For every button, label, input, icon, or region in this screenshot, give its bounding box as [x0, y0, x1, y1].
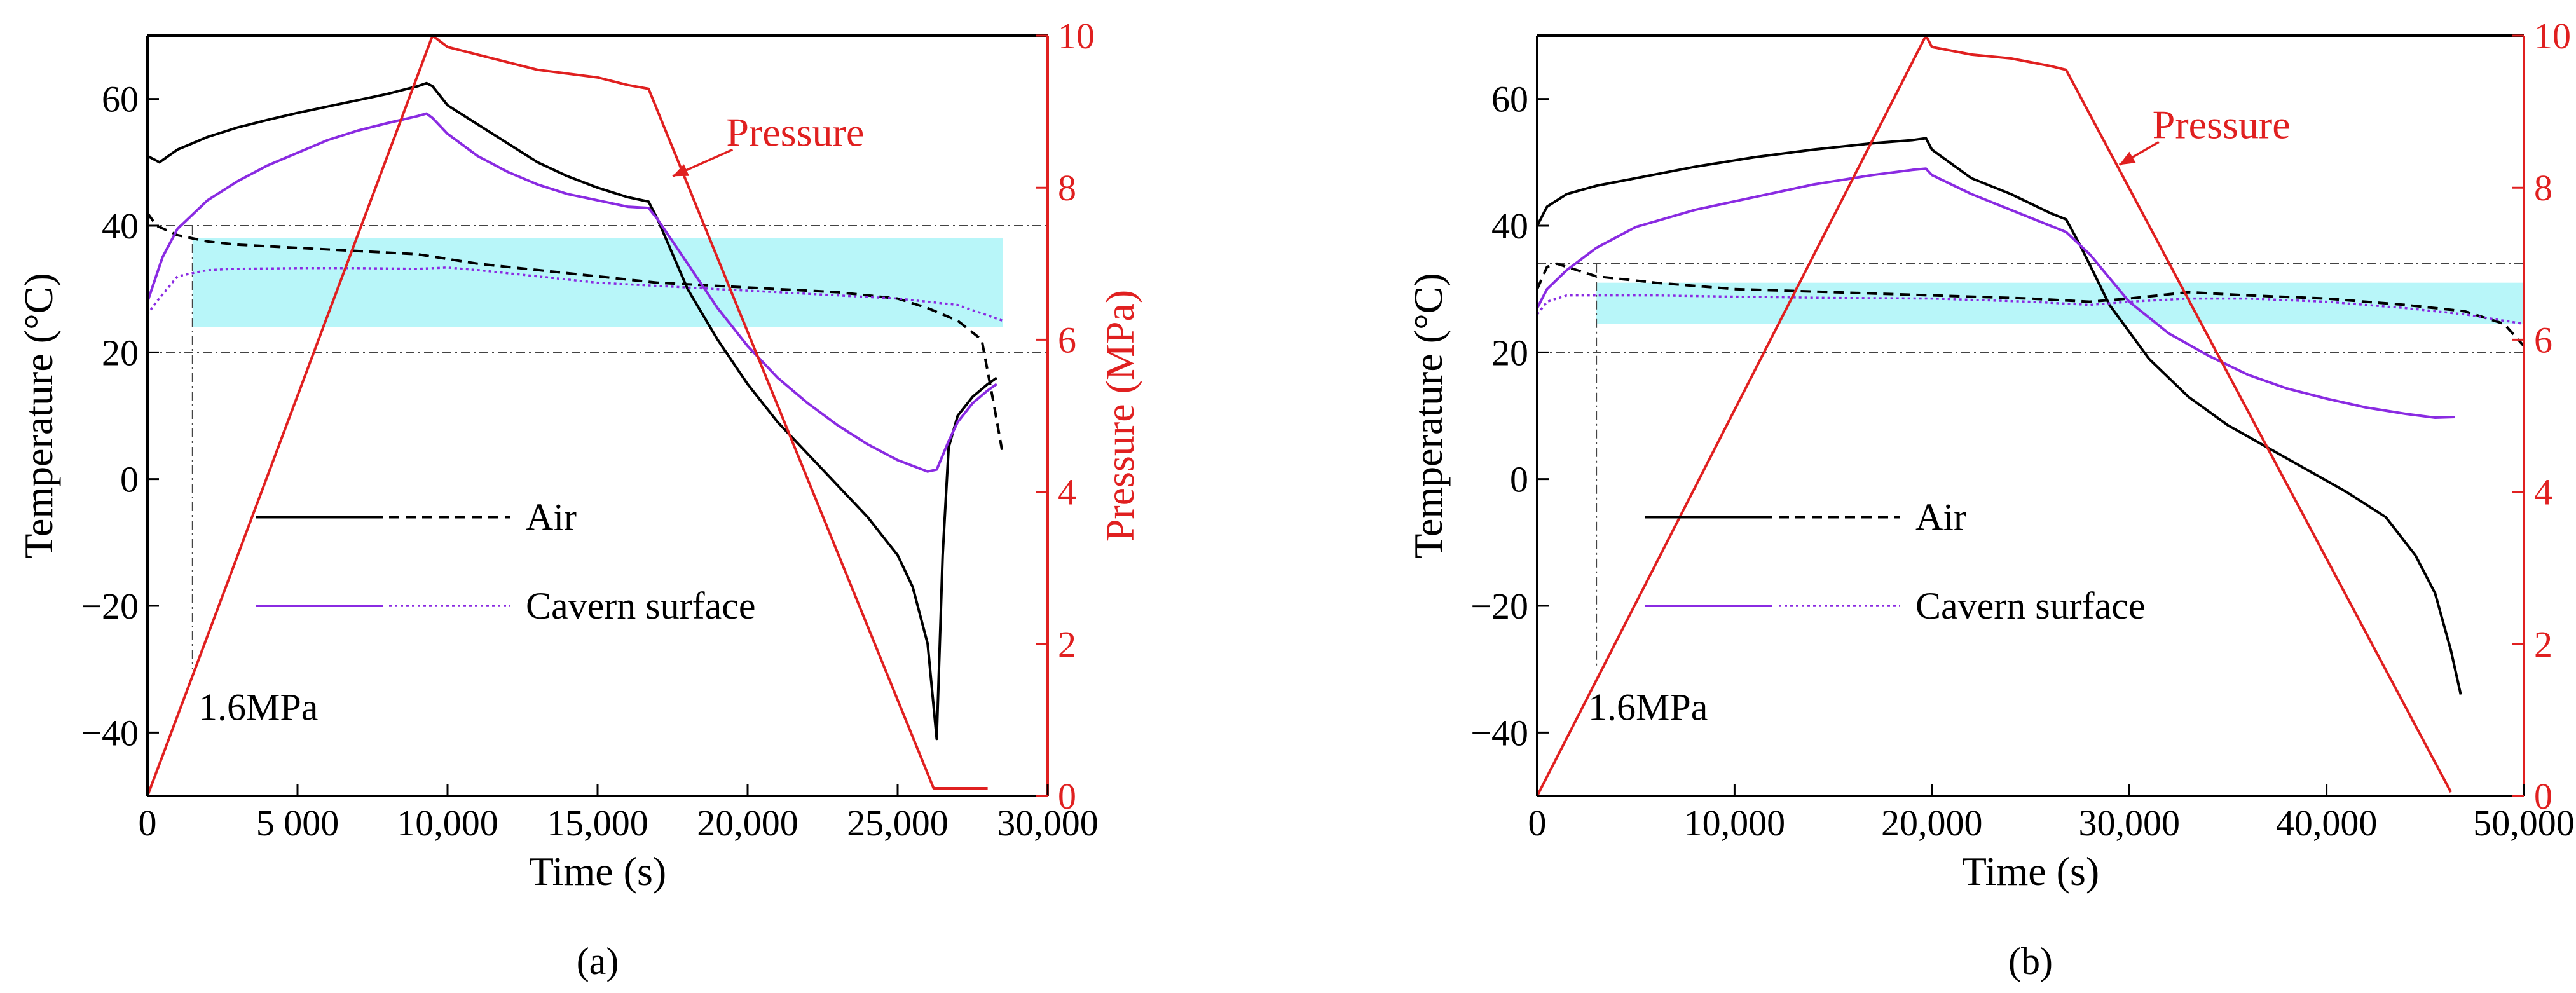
y-left-tick-label: 0: [120, 459, 139, 500]
cavern-surface-solid-line: [1536, 167, 2455, 419]
air-dashed-line: [1536, 262, 2525, 347]
y-right-tick-label: 10: [2534, 15, 2571, 57]
y-right-axis-title: Pressure (MPa): [1097, 290, 1142, 542]
y-right-tick-label: 0: [1058, 776, 1076, 817]
x-tick-label: 15,000: [547, 802, 648, 844]
threshold-annotation: 1.6MPa: [1588, 686, 1708, 728]
y-left-tick-label: 40: [102, 205, 139, 247]
y-right-tick-label: 2: [2534, 624, 2552, 665]
y-left-tick-label: 20: [1491, 332, 1528, 373]
pressure-solid-line: [146, 34, 988, 797]
y-right-tick-label: 4: [1058, 472, 1076, 513]
y-left-tick-label: 0: [1510, 459, 1528, 500]
x-tick-label: 30,000: [997, 802, 1099, 844]
y-left-tick-label: −40: [1470, 712, 1528, 753]
x-tick-label: 30,000: [2078, 802, 2180, 844]
y-left-tick-label: 60: [102, 79, 139, 120]
y-left-axis-title: Temperature (°C): [1406, 273, 1451, 558]
chart-panel-b: 0 10,000 20,000 30,000 40,000 50,000−40−20020…: [1406, 15, 2576, 982]
y-right-tick-label: 6: [1058, 319, 1076, 360]
air-solid-line: [147, 81, 997, 741]
x-tick-label: 20,000: [1881, 802, 1983, 844]
y-left-tick-label: −20: [1470, 586, 1528, 627]
y-left-axis-title: Temperature (°C): [16, 273, 61, 558]
x-tick-label: 10,000: [397, 802, 498, 844]
x-tick-label: 50,000: [2473, 802, 2575, 844]
y-left-tick-label: 60: [1491, 79, 1528, 120]
y-right-tick-label: 2: [1058, 624, 1076, 665]
highlight-band: [1596, 282, 2524, 324]
cavern-surface-dotted-line: [146, 266, 1003, 322]
x-tick-label: 25,000: [847, 802, 949, 844]
y-left-tick-label: 20: [102, 332, 139, 373]
x-tick-label: 0: [139, 802, 157, 844]
x-tick-label: 40,000: [2276, 802, 2378, 844]
air-dashed-line: [146, 212, 1004, 455]
cavern-surface-solid-line: [146, 112, 997, 473]
y-right-tick-label: 0: [2534, 776, 2552, 817]
legend-air-label: Air: [526, 496, 577, 538]
legend-cavern-label: Cavern surface: [526, 585, 755, 627]
y-left-tick-label: −20: [81, 586, 139, 627]
y-left-tick-label: 40: [1491, 205, 1528, 247]
panel-label: (a): [577, 940, 619, 982]
legend-air-label: Air: [1915, 496, 1966, 538]
y-left-tick-label: −40: [81, 712, 139, 753]
y-right-tick-label: 6: [2534, 319, 2552, 360]
y-right-tick-label: 8: [2534, 167, 2552, 209]
chart-panel-a: 0 5 000 10,000 15,000 20,000 25,000 30,000 −40 −…: [16, 15, 1142, 982]
x-tick-label: 20,000: [697, 802, 798, 844]
x-tick-label: 5 000: [256, 802, 339, 844]
panel-label: (b): [2008, 940, 2053, 982]
pressure-arrow-head: [2119, 151, 2136, 165]
pressure-arrow-head: [673, 164, 689, 177]
threshold-annotation: 1.6MPa: [198, 686, 318, 728]
air-solid-line: [1536, 137, 2462, 695]
x-axis-title: Time (s): [529, 849, 666, 894]
x-axis-title: Time (s): [1962, 849, 2099, 894]
y-right-axis-title: Pressure (MPa): [2573, 290, 2576, 542]
x-tick-label: 10,000: [1684, 802, 1786, 844]
legend-cavern-label: Cavern surface: [1915, 585, 2145, 627]
pressure-annotation: Pressure: [726, 109, 864, 154]
x-tick-label: 0: [1528, 802, 1547, 844]
y-right-tick-label: 4: [2534, 472, 2552, 513]
y-right-tick-label: 10: [1058, 15, 1095, 57]
y-right-tick-label: 8: [1058, 167, 1076, 209]
pressure-annotation: Pressure: [2153, 102, 2291, 147]
pressure-solid-line: [1536, 34, 2452, 797]
